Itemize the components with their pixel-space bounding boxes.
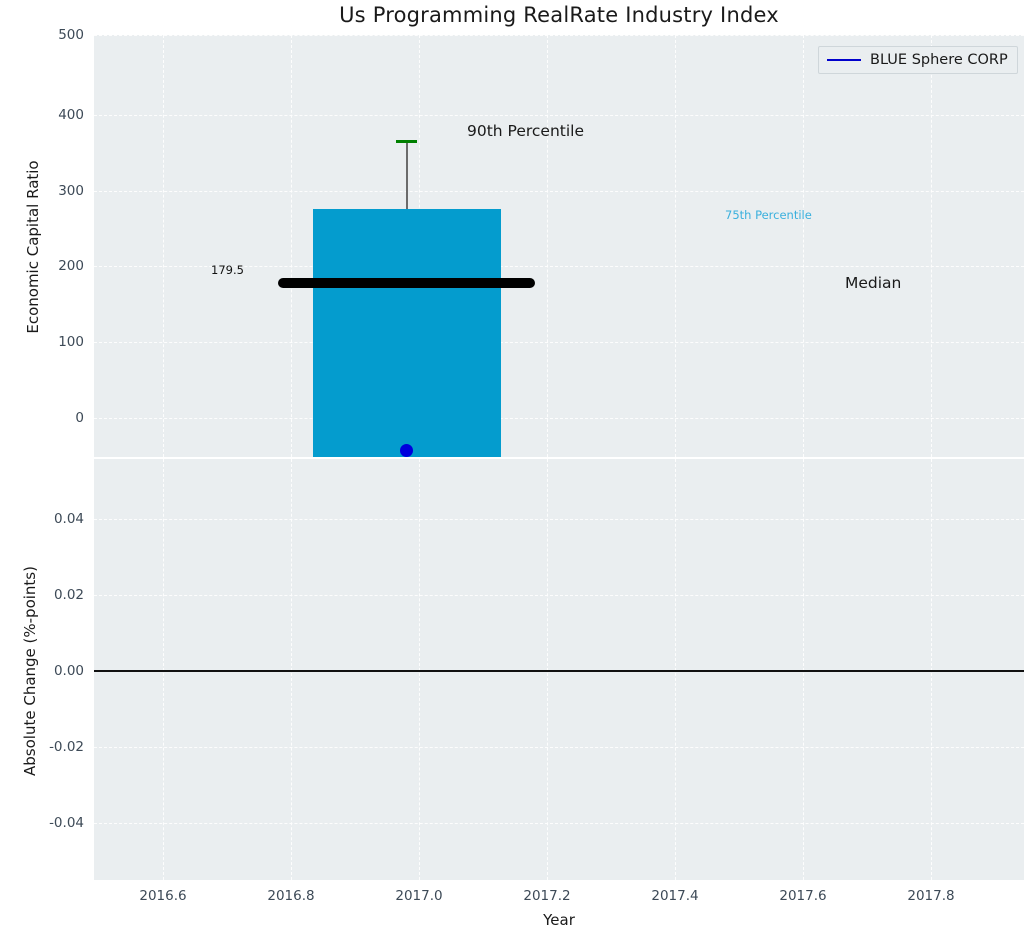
bar-75th-percentile <box>313 209 501 457</box>
annotation-median: Median <box>845 274 902 292</box>
y-tick-label: 0.00 <box>53 663 84 679</box>
x-tick-label: 2016.8 <box>267 888 315 904</box>
gridline-vertical <box>547 35 548 457</box>
x-tick-label: 2017.4 <box>651 888 699 904</box>
gridline-vertical <box>675 35 676 457</box>
gridline-vertical <box>291 459 292 880</box>
company-marker-blue-sphere-corp[interactable] <box>400 444 413 457</box>
y-tick-label: 200 <box>58 258 84 274</box>
gridline-horizontal <box>94 595 1024 596</box>
median-value-label: 179.5 <box>211 263 244 277</box>
gridline-horizontal <box>94 418 1024 419</box>
chart-legend[interactable]: BLUE Sphere CORP <box>818 46 1018 74</box>
plot-panel-absolute-change <box>94 459 1024 880</box>
plot-panel-economic-capital-ratio: 90th Percentile 75th Percentile Median 1… <box>94 35 1024 457</box>
gridline-vertical <box>291 35 292 457</box>
gridline-vertical <box>419 459 420 880</box>
gridline-vertical <box>163 459 164 880</box>
y-tick-label: 500 <box>58 27 84 43</box>
legend-line-swatch <box>827 59 861 61</box>
gridline-vertical <box>163 35 164 457</box>
gridline-vertical <box>803 459 804 880</box>
y-tick-label: -0.02 <box>49 739 84 755</box>
gridline-vertical <box>803 35 804 457</box>
gridline-horizontal <box>94 115 1024 116</box>
y-tick-label: -0.04 <box>49 815 84 831</box>
x-axis-label: Year <box>543 911 575 929</box>
y-tick-label: 300 <box>58 183 84 199</box>
gridline-vertical <box>931 35 932 457</box>
gridline-vertical <box>931 459 932 880</box>
legend-entry-label: BLUE Sphere CORP <box>870 52 1008 68</box>
y-axis-label-top: Economic Capital Ratio <box>24 160 42 334</box>
annotation-90th-percentile: 90th Percentile <box>467 122 585 140</box>
gridline-horizontal <box>94 519 1024 520</box>
x-tick-label: 2017.6 <box>779 888 827 904</box>
page-title: Us Programming RealRate Industry Index <box>339 3 779 27</box>
gridline-horizontal <box>94 266 1024 267</box>
x-tick-label: 2017.8 <box>907 888 955 904</box>
y-tick-label: 0.04 <box>53 511 84 527</box>
x-tick-label: 2017.2 <box>523 888 571 904</box>
gridline-horizontal <box>94 747 1024 748</box>
annotation-75th-percentile: 75th Percentile <box>725 208 812 222</box>
y-tick-label: 400 <box>58 107 84 123</box>
median-bar <box>278 278 535 288</box>
y-tick-label: 0.02 <box>53 587 84 603</box>
y-tick-label: 100 <box>58 334 84 350</box>
cap-90th-percentile <box>396 140 417 144</box>
gridline-horizontal <box>94 191 1024 192</box>
gridline-horizontal <box>94 342 1024 343</box>
gridline-horizontal <box>94 35 1024 36</box>
y-axis-label-bottom: Absolute Change (%-points) <box>21 566 39 776</box>
gridline-vertical <box>547 459 548 880</box>
gridline-horizontal <box>94 823 1024 824</box>
absolute-change-zero-line <box>94 670 1024 672</box>
x-tick-label: 2016.6 <box>139 888 187 904</box>
y-axis-ticks-bottom: 0.04 0.02 0.00 -0.02 -0.04 <box>0 459 84 880</box>
y-tick-label: 0 <box>75 410 84 426</box>
x-tick-label: 2017.0 <box>395 888 443 904</box>
y-axis-ticks-top: 500 400 300 200 100 0 <box>0 27 84 457</box>
gridline-vertical <box>675 459 676 880</box>
